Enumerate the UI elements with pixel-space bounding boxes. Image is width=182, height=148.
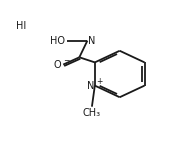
Text: +: +: [97, 78, 103, 86]
Text: O: O: [54, 59, 62, 70]
Text: N: N: [88, 36, 96, 46]
Text: −: −: [64, 56, 70, 65]
Text: CH₃: CH₃: [83, 108, 101, 118]
Text: HO: HO: [50, 36, 65, 46]
Text: N: N: [87, 81, 94, 91]
Text: HI: HI: [16, 21, 26, 31]
